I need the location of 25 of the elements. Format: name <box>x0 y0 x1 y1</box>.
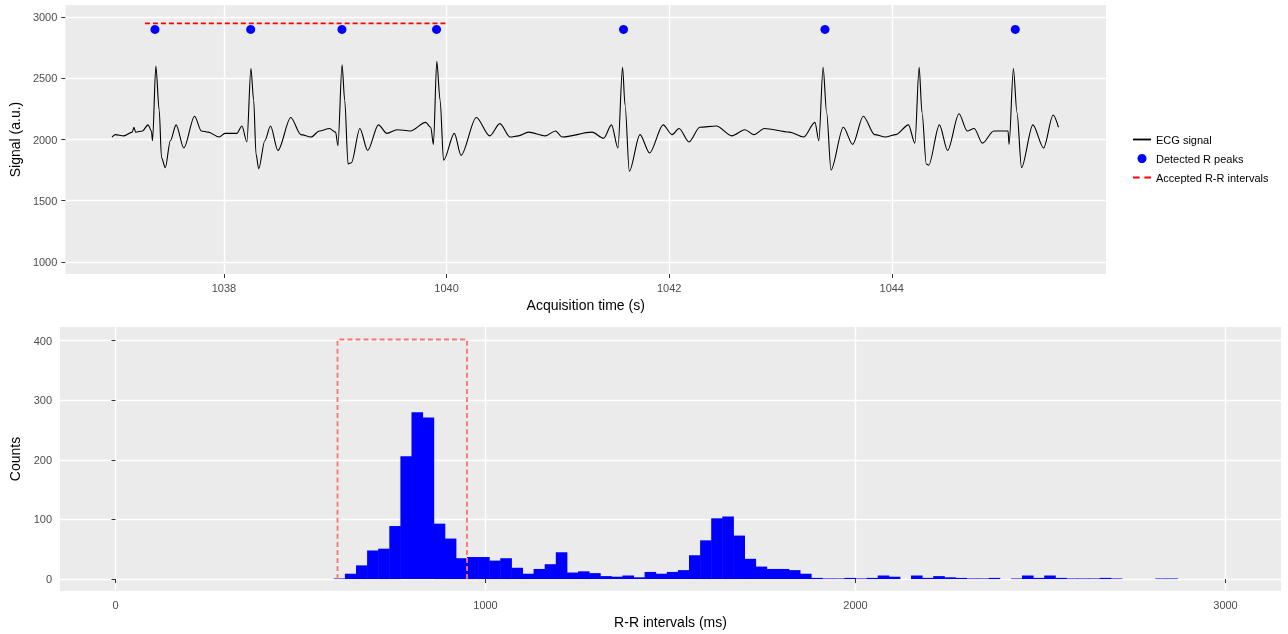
y-tick-label: 2500 <box>32 72 58 85</box>
x-tick-label: 1040 <box>434 281 459 294</box>
y-tick-label: 400 <box>33 334 52 347</box>
x-tick-label: 3000 <box>1213 598 1238 611</box>
x-tick-label: 1044 <box>879 281 904 294</box>
y-tick-label: 0 <box>45 573 52 586</box>
legend-label: ECG signal <box>1156 133 1212 146</box>
legend-label: Accepted R-R intervals <box>1156 171 1269 184</box>
x-tick-label: 0 <box>112 598 119 611</box>
y-tick-label: 1500 <box>32 194 58 207</box>
x-tick-label: 1000 <box>473 598 498 611</box>
y-tick-label: 100 <box>33 513 52 526</box>
y-tick-label: 200 <box>33 453 52 466</box>
x-tick-label: 2000 <box>843 598 868 611</box>
x-tick-label: 1042 <box>656 281 682 294</box>
y-tick-label: 1000 <box>32 255 58 268</box>
y-tick-label: 2000 <box>32 133 58 146</box>
y-axis-title: Signal (a.u.) <box>7 101 23 178</box>
x-axis-title: R-R intervals (ms) <box>614 614 727 630</box>
y-tick-label: 3000 <box>32 11 58 24</box>
y-axis-title: Counts <box>7 436 23 482</box>
x-axis-title: Acquisition time (s) <box>526 297 645 313</box>
legend-label: Detected R peaks <box>1156 152 1244 165</box>
x-tick-label: 1038 <box>211 281 237 294</box>
y-tick-label: 300 <box>33 394 52 407</box>
